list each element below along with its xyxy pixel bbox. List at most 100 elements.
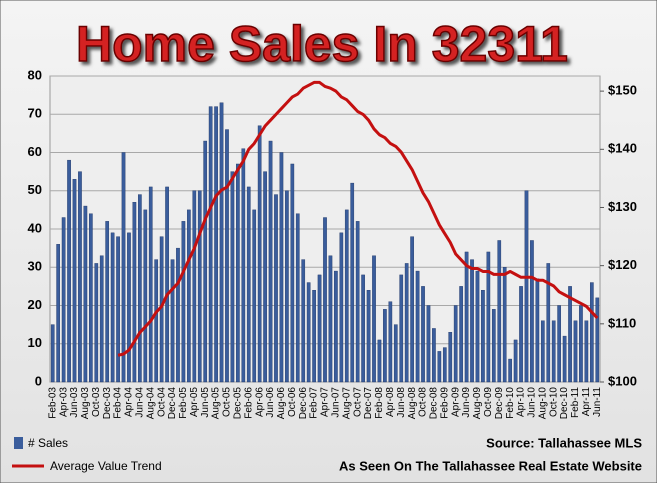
bar	[72, 179, 77, 383]
y2-tick-label: $150	[608, 83, 637, 98]
x-tick-label: Oct-04	[156, 387, 167, 417]
bar	[519, 286, 523, 383]
bar	[170, 259, 175, 383]
x-tick-label: Feb-09	[439, 387, 450, 419]
bar	[110, 232, 115, 383]
legend-swatch-bar	[14, 437, 23, 449]
bar	[290, 163, 295, 383]
x-tick-label: Oct-06	[287, 387, 298, 417]
bar	[176, 247, 180, 383]
bar	[165, 186, 169, 383]
bar	[448, 332, 453, 383]
x-tick-label: Jun-04	[134, 387, 145, 418]
y-tick-label: 60	[28, 144, 42, 159]
x-tick-label: Jun-10	[527, 387, 538, 418]
x-tick-label: Oct-10	[548, 387, 559, 417]
bar	[344, 209, 349, 383]
bar	[562, 335, 567, 383]
x-tick-label: Apr-10	[516, 387, 527, 417]
bar	[306, 282, 311, 383]
x-tick-label: Jun-08	[396, 387, 407, 418]
x-tick-label: Jun-07	[331, 387, 342, 418]
bar	[192, 190, 197, 383]
bar	[181, 221, 186, 383]
bar	[350, 182, 355, 383]
y2-tick-label: $100	[608, 373, 637, 388]
bar	[105, 221, 110, 383]
x-tick-label: Jun-06	[265, 387, 276, 418]
bar	[475, 270, 480, 383]
bar	[197, 190, 202, 383]
legend-label: Average Value Trend	[50, 459, 162, 473]
x-tick-label: Apr-04	[124, 387, 135, 417]
bar	[132, 202, 137, 383]
bar	[579, 305, 583, 383]
x-tick-label: Feb-11	[570, 387, 581, 418]
y-tick-label: 40	[28, 220, 42, 235]
x-tick-label: Feb-05	[178, 387, 189, 419]
x-tick-label: Aug-07	[341, 387, 352, 420]
bar	[89, 213, 93, 383]
bar	[219, 102, 224, 383]
x-tick-label: Aug-04	[145, 387, 156, 420]
x-tick-label: Aug-09	[472, 387, 483, 420]
bar	[383, 309, 387, 383]
legend-label: # Sales	[28, 436, 68, 450]
y2-tick-label: $120	[608, 257, 637, 272]
x-tick-label: Dec-10	[559, 387, 570, 420]
source: Source: Tallahassee MLS	[486, 435, 642, 450]
bar	[257, 125, 262, 383]
y-tick-label: 50	[28, 182, 42, 197]
bar	[355, 221, 360, 383]
x-tick-label: Oct-09	[483, 387, 494, 417]
bar	[589, 282, 594, 383]
bar	[546, 263, 551, 383]
x-tick-label: Oct-05	[222, 387, 233, 417]
bar	[154, 259, 159, 383]
x-tick-label: Feb-07	[309, 387, 320, 419]
bar	[393, 324, 398, 383]
x-tick-label: Feb-04	[113, 387, 124, 419]
bar	[230, 171, 235, 383]
x-tick-label: Apr-05	[189, 387, 200, 417]
bar	[78, 171, 82, 383]
bar	[61, 217, 66, 383]
bar	[236, 163, 240, 383]
bar	[410, 236, 414, 383]
bar	[50, 324, 55, 383]
bar	[453, 305, 458, 383]
bar	[491, 309, 496, 383]
x-tick-label: Apr-07	[320, 387, 331, 417]
x-tick-label: Feb-10	[505, 387, 516, 419]
bar	[530, 240, 534, 383]
bar	[323, 217, 327, 383]
bar	[56, 244, 61, 383]
bar	[203, 140, 208, 383]
bar	[421, 286, 425, 383]
bar	[595, 297, 600, 383]
bar	[148, 186, 153, 383]
bar	[551, 320, 556, 383]
bar	[557, 305, 561, 383]
y-tick-label: 0	[35, 373, 42, 388]
bar	[94, 263, 99, 383]
bar	[459, 286, 463, 383]
x-tick-label: Feb-03	[47, 387, 58, 419]
x-tick-label: Dec-06	[298, 387, 309, 420]
x-tick-label: Jun-09	[461, 387, 472, 418]
x-tick-label: Jun-11	[592, 387, 603, 417]
x-tick-label: Jun-05	[200, 387, 211, 418]
bar	[143, 209, 148, 383]
bar	[246, 186, 251, 383]
bar	[399, 274, 404, 383]
bar	[252, 209, 257, 383]
x-tick-label: Dec-07	[363, 387, 374, 420]
x-tick-label: Dec-03	[102, 387, 113, 420]
bar	[295, 213, 300, 383]
x-tick-label: Dec-09	[494, 387, 505, 420]
x-tick-label: Aug-08	[407, 387, 418, 420]
bar	[339, 232, 344, 383]
bar	[540, 320, 545, 383]
bar	[497, 240, 502, 383]
